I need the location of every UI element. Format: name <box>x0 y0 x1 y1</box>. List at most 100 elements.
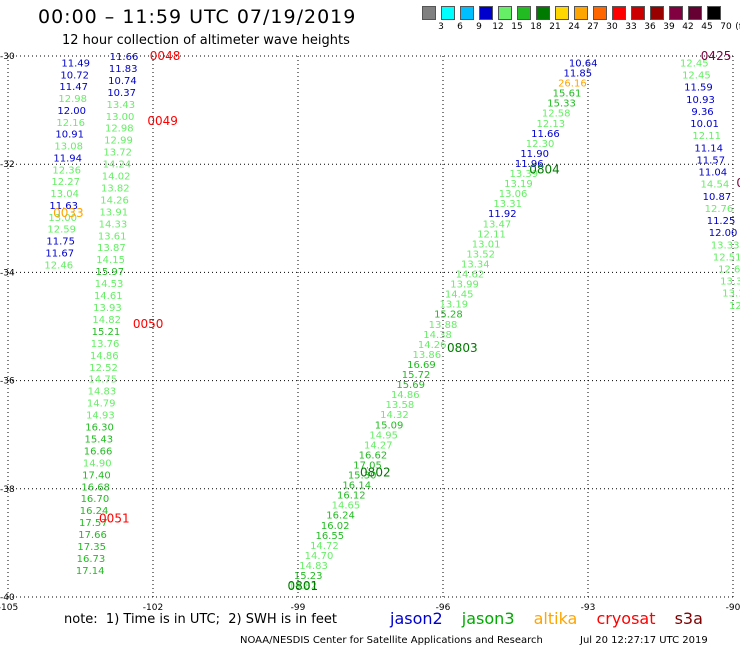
wave-height-label: 14.54 <box>701 180 730 191</box>
wave-height-label: 14.26 <box>418 340 447 351</box>
scale-swatch <box>498 6 512 20</box>
pass-time-label: 0 <box>736 176 740 190</box>
pass-time-label: 0801 <box>288 579 319 593</box>
wave-height-label: 11.94 <box>53 153 82 164</box>
wave-height-label: 13.88 <box>429 320 458 331</box>
wave-height-label: 11.04 <box>699 168 728 179</box>
scale-swatch <box>441 6 455 20</box>
wave-height-label: 11.66 <box>531 129 560 140</box>
pass-time-label: 0049 <box>147 114 178 128</box>
wave-height-label: 11.66 <box>110 52 139 63</box>
wave-height-label: 14.65 <box>332 501 361 512</box>
wave-height-label: 15.09 <box>375 420 404 431</box>
wave-height-label: 16.24 <box>326 511 355 522</box>
latitude-tick-label: -36 <box>0 377 15 387</box>
wave-height-label: 13.08 <box>54 142 83 153</box>
wave-height-label: 10.91 <box>55 130 84 141</box>
wave-height-label: 14.95 <box>369 430 398 441</box>
scale-label: 27 <box>587 22 599 32</box>
scale-swatch <box>574 6 588 20</box>
wave-height-label: 11.96 <box>515 159 544 170</box>
wave-height-label: 15.23 <box>294 571 323 582</box>
wave-height-label: 17.05 <box>353 460 382 471</box>
wave-height-label: 14.26 <box>100 195 129 206</box>
wave-height-label: 10.72 <box>60 70 89 81</box>
wave-height-label: 12 <box>729 301 740 312</box>
wave-height-label: 13.58 <box>386 400 415 411</box>
longitude-tick-label: -105 <box>0 603 18 613</box>
wave-height-label: 13.00 <box>106 112 135 123</box>
wave-height-label: 11.57 <box>696 155 725 166</box>
wave-height-label: 13.93 <box>93 303 122 314</box>
scale-label: 36 <box>644 22 656 32</box>
wave-height-label: 16.70 <box>81 494 110 505</box>
legend-cryosat: cryosat <box>596 609 656 628</box>
wave-height-label: 13.06 <box>499 189 528 200</box>
scale-label: 6 <box>457 22 463 32</box>
wave-height-label: 17.57 <box>79 518 108 529</box>
wave-height-label: 10.01 <box>690 119 719 130</box>
wave-height-label: 14.83 <box>88 387 117 398</box>
scale-swatch <box>422 6 436 20</box>
latitude-tick-label: -30 <box>0 52 15 62</box>
pass-time-label: 0804 <box>529 163 560 177</box>
scale-label: 39 <box>663 22 675 32</box>
scale-swatch <box>593 6 607 20</box>
wave-height-label: 17.14 <box>76 566 105 577</box>
wave-height-label: 10.64 <box>569 58 598 69</box>
wave-height-label: 13.82 <box>101 183 130 194</box>
wave-height-label: 17.35 <box>77 542 106 553</box>
wave-height-label: 12.00 <box>709 228 738 239</box>
wave-height-label: 16.24 <box>80 506 109 517</box>
credit-line: NOAA/NESDIS Center for Satellite Applica… <box>240 635 543 646</box>
wave-height-label: 13.87 <box>97 243 126 254</box>
scale-swatch <box>631 6 645 20</box>
wave-height-label: 13.1 <box>722 289 740 300</box>
wave-height-label: 14.15 <box>96 255 125 266</box>
wave-height-label: 11.63 <box>49 201 78 212</box>
wave-height-label: 12.46 <box>44 260 73 271</box>
scale-swatch <box>517 6 531 20</box>
pass-time-label: 0802 <box>360 466 391 480</box>
scale-label: 9 <box>476 22 482 32</box>
wave-height-label: 11.92 <box>488 209 517 220</box>
generation-timestamp: Jul 20 12:27:17 UTC 2019 <box>580 635 708 646</box>
map-title: 00:00 – 11:59 UTC 07/19/2019 <box>38 6 357 28</box>
wave-height-label: 13.76 <box>91 339 120 350</box>
wave-height-label: 10.87 <box>703 192 732 203</box>
wave-height-label: 13.00 <box>48 213 77 224</box>
wave-height-label: 11.59 <box>684 83 713 94</box>
wave-height-label: 16.68 <box>81 482 110 493</box>
wave-height-label: 16.30 <box>85 423 114 434</box>
wave-height-label: 14.79 <box>87 399 116 410</box>
wave-height-label: 15.72 <box>402 370 431 381</box>
scale-swatch <box>460 6 474 20</box>
pass-time-label: 0425 <box>701 49 732 63</box>
wave-height-label: 15.69 <box>396 380 425 391</box>
wave-height-label: 11.47 <box>59 82 88 93</box>
wave-height-label: 13.86 <box>413 350 442 361</box>
scale-label: 18 <box>530 22 542 32</box>
scale-swatch <box>479 6 493 20</box>
wave-height-label: 12.30 <box>526 139 555 150</box>
scale-label: 70 <box>720 22 732 32</box>
wave-height-label: 13.01 <box>472 239 501 250</box>
wave-height-label: 11.67 <box>45 248 74 259</box>
satellite-legend: jason2 jason3 altika cryosat s3a <box>390 609 717 628</box>
wave-height-label: 17.66 <box>78 530 107 541</box>
scale-unit: (ft) <box>735 22 740 32</box>
scale-label: 45 <box>701 22 713 32</box>
wave-height-label: 12.98 <box>105 124 134 135</box>
scale-label: 12 <box>492 22 504 32</box>
pass-time-label: 0033 <box>53 206 84 220</box>
scale-label: 24 <box>568 22 580 32</box>
legend-s3a: s3a <box>674 609 703 628</box>
scale-swatch <box>650 6 664 20</box>
wave-height-label: 12.45 <box>682 71 711 82</box>
wave-height-label: 13.99 <box>450 280 479 291</box>
wave-height-label: 17.40 <box>82 470 111 481</box>
wave-height-label: 13.61 <box>98 231 127 242</box>
scale-swatch <box>688 6 702 20</box>
wave-height-label: 14.93 <box>86 411 115 422</box>
map-subtitle: 12 hour collection of altimeter wave hei… <box>62 33 350 48</box>
